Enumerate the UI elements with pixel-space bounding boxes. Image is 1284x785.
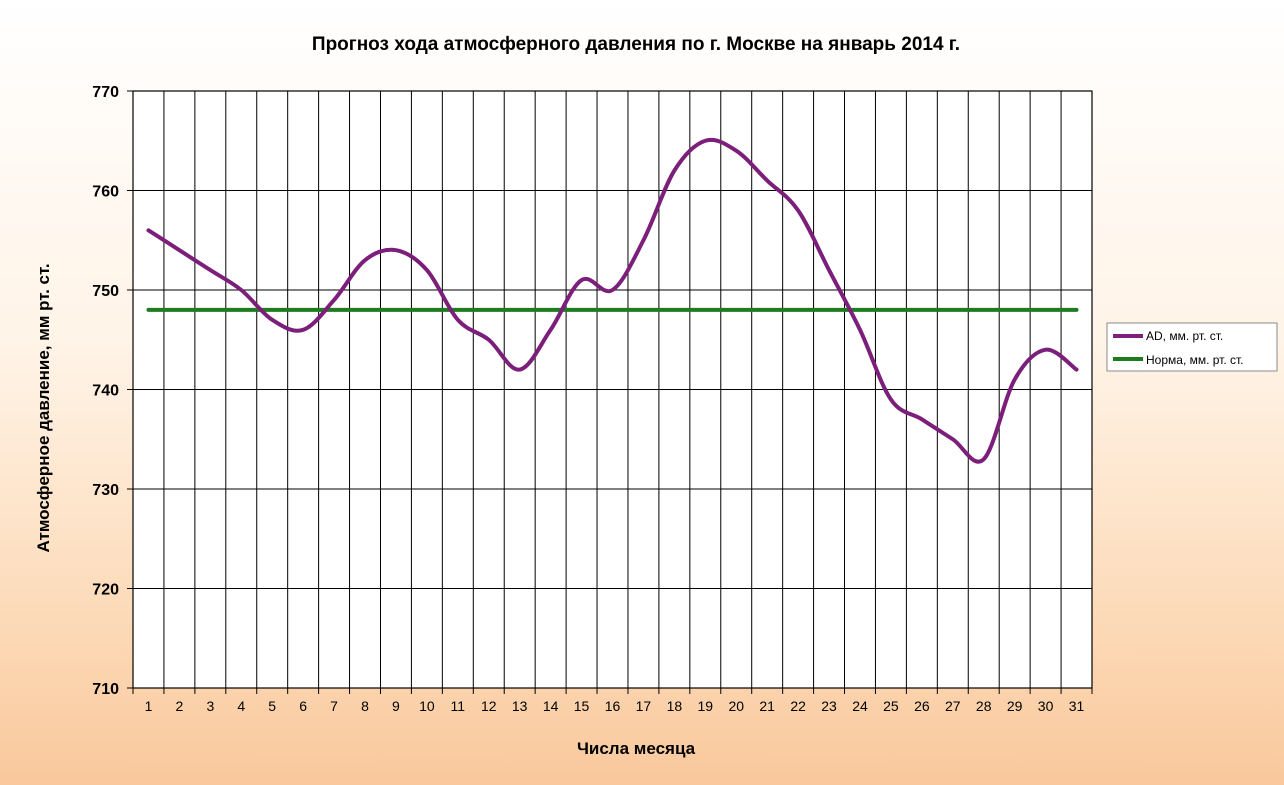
x-tick-label: 5 bbox=[268, 698, 276, 714]
x-tick-label: 6 bbox=[299, 698, 307, 714]
x-tick-label: 23 bbox=[821, 698, 837, 714]
x-tick-label: 26 bbox=[914, 698, 930, 714]
y-tick-label: 730 bbox=[92, 482, 119, 499]
x-tick-label: 15 bbox=[574, 698, 590, 714]
x-tick-label: 22 bbox=[790, 698, 806, 714]
y-axis-title: Атмосферное давление, мм рт. ст. bbox=[34, 263, 53, 552]
x-tick-label: 3 bbox=[206, 698, 214, 714]
x-tick-label: 25 bbox=[883, 698, 899, 714]
x-tick-label: 9 bbox=[392, 698, 400, 714]
x-tick-label: 13 bbox=[512, 698, 528, 714]
x-tick-label: 18 bbox=[667, 698, 683, 714]
y-tick-label: 710 bbox=[92, 681, 119, 698]
x-tick-label: 28 bbox=[976, 698, 992, 714]
legend: AD, мм. рт. ст. Норма, мм. рт. ст. bbox=[1106, 322, 1278, 372]
legend-label-norm: Норма, мм. рт. ст. bbox=[1146, 353, 1244, 367]
y-tick-label: 770 bbox=[92, 84, 119, 101]
y-axis-ticks: 710 720 730 740 750 760 770 bbox=[92, 84, 119, 698]
x-axis-title: Числа месяца bbox=[577, 739, 696, 758]
y-tick-label: 760 bbox=[92, 184, 119, 201]
x-tick-label: 12 bbox=[481, 698, 497, 714]
x-tick-label: 30 bbox=[1038, 698, 1054, 714]
y-tick-label: 750 bbox=[92, 283, 119, 300]
x-tick-label: 29 bbox=[1007, 698, 1023, 714]
x-tick-label: 27 bbox=[945, 698, 961, 714]
chart-title: Прогноз хода атмосферного давления по г.… bbox=[312, 34, 960, 55]
x-tick-label: 4 bbox=[237, 698, 245, 714]
x-tick-label: 8 bbox=[361, 698, 369, 714]
x-tick-label: 7 bbox=[330, 698, 338, 714]
y-tick-label: 740 bbox=[92, 383, 119, 400]
grid-lines bbox=[127, 90, 1093, 694]
x-tick-label: 31 bbox=[1069, 698, 1085, 714]
x-tick-label: 1 bbox=[145, 698, 153, 714]
legend-box bbox=[1106, 322, 1278, 372]
x-axis-ticks: 1 2 3 4 5 6 7 8 9 10 11 12 13 14 15 16 17 18 19 20 21 22 23 24 2… bbox=[145, 698, 1085, 714]
plot-border bbox=[132, 90, 1093, 689]
y-tick-label: 720 bbox=[92, 582, 119, 599]
x-tick-label: 19 bbox=[698, 698, 714, 714]
x-tick-label: 24 bbox=[852, 698, 868, 714]
legend-label-ad: AD, мм. рт. ст. bbox=[1146, 329, 1223, 343]
x-tick-label: 14 bbox=[543, 698, 559, 714]
x-tick-label: 16 bbox=[605, 698, 621, 714]
series-line-ad bbox=[146, 137, 1079, 464]
x-tick-label: 11 bbox=[451, 698, 466, 714]
x-tick-label: 20 bbox=[728, 698, 744, 714]
series-lines bbox=[146, 137, 1079, 464]
x-tick-label: 2 bbox=[176, 698, 184, 714]
x-tick-label: 21 bbox=[759, 698, 775, 714]
x-tick-label: 10 bbox=[419, 698, 435, 714]
x-tick-label: 17 bbox=[636, 698, 652, 714]
